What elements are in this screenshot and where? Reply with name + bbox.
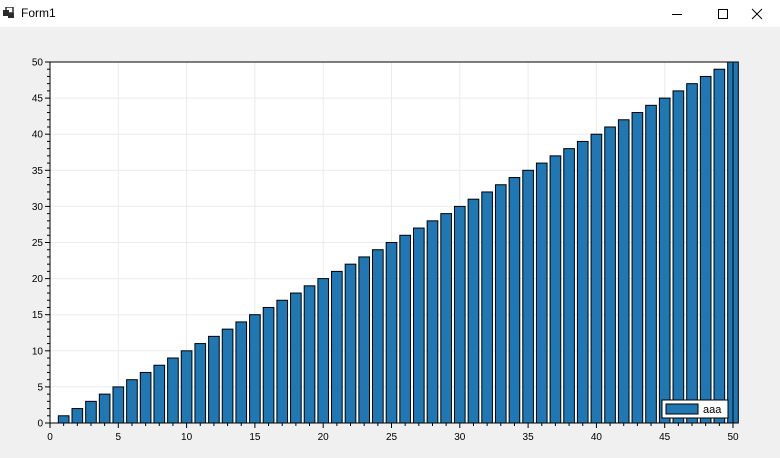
bar [522,169,534,424]
x-tick-label: 15 [249,432,261,443]
bar [372,249,384,424]
bar [262,306,275,424]
bar [481,191,493,424]
x-tick-label: 0 [47,432,53,443]
bar [508,177,521,424]
bar [385,242,398,424]
axes: 0 5 10 15 20 25 30 35 40 45 50 0 5 10 15 20 25 30 35 40 45 50 [32,58,739,444]
minimize-button[interactable] [654,0,700,27]
y-tick-label: 50 [32,58,44,69]
y-tick-label: 35 [32,166,44,177]
x-tick-label: 30 [454,432,466,443]
bar [426,220,439,424]
bar [467,198,480,424]
title-bar[interactable]: Form1 [0,0,780,27]
bar [331,270,343,424]
form-client-area: 0 5 10 15 20 25 30 35 40 45 50 0 5 10 15 20 25 30 35 40 45 50… [0,27,780,458]
bar [549,155,562,424]
bar [98,393,111,424]
x-tick-label: 35 [523,432,535,443]
y-tick-label: 10 [32,346,44,357]
x-tick-label: 20 [318,432,330,443]
window-title: Form1 [21,6,56,20]
bar [112,386,125,424]
bar [126,379,138,424]
close-icon [751,8,763,19]
bar [276,299,289,424]
bar [235,321,248,424]
y-tick-label: 15 [32,310,44,321]
y-tick-label: 0 [37,419,43,430]
bar [153,364,166,424]
bar [440,213,452,424]
legend: aaa [661,399,729,419]
x-tick-label: 25 [386,432,398,443]
x-tick-label: 5 [116,432,122,443]
bar [672,90,685,424]
bar [221,328,234,424]
bar [535,162,548,424]
y-tick-label: 40 [32,130,44,141]
bar-chart: 0 5 10 15 20 25 30 35 40 45 50 0 5 10 15 20 25 30 35 40 45 50… [32,58,739,444]
maximize-button[interactable] [700,0,746,27]
bar [344,263,357,424]
bar [57,415,70,424]
bar [699,75,712,424]
bar [71,408,84,424]
bar [576,140,589,424]
y-tick-label: 20 [32,274,44,285]
bar [85,400,97,424]
x-tick-label: 45 [659,432,671,443]
bar [317,278,330,424]
bar [631,112,644,424]
bar [563,148,575,424]
bar [139,371,152,424]
bar [412,227,425,424]
x-tick-label: 40 [591,432,603,443]
y-tick-label: 45 [32,94,44,105]
legend-label: aaa [703,404,722,416]
bar [686,83,698,424]
app-icon [3,7,14,18]
bar [358,256,371,424]
y-tick-label: 5 [37,382,43,393]
bar [713,68,726,424]
legend-swatch [665,403,699,415]
bar [249,314,261,424]
bar [658,97,671,424]
bar [590,133,603,424]
bar [290,292,302,424]
bar [208,335,220,424]
x-tick-label: 50 [727,432,739,443]
bar [194,343,207,424]
bar [645,104,657,424]
bar [453,205,466,424]
bar [604,126,616,424]
maximize-icon [718,8,728,19]
bar [167,357,179,424]
minimize-icon [672,13,682,15]
x-tick-label: 10 [181,432,193,443]
bar [494,184,507,424]
close-button[interactable] [734,0,780,27]
bar [617,119,630,424]
bar [180,350,193,424]
y-tick-label: 25 [32,238,44,249]
bar [399,234,411,424]
y-tick-label: 30 [32,202,44,213]
bar [303,285,316,424]
